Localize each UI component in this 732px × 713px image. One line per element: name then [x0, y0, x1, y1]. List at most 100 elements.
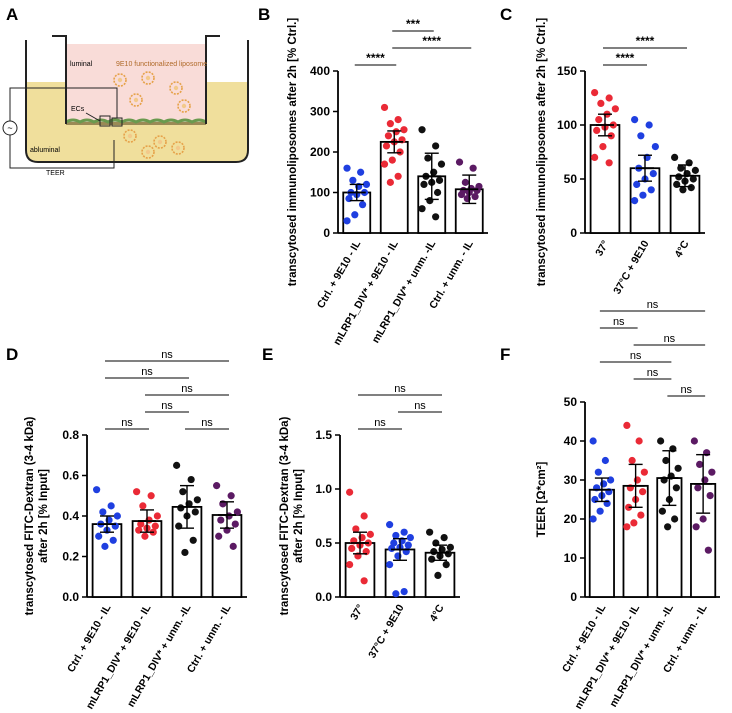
data-point	[433, 188, 442, 197]
data-point	[633, 180, 641, 188]
liposome-ring	[141, 71, 155, 85]
chart-b: 0 100 200 300 400 transcytosed immunoliposome…	[287, 17, 488, 347]
data-point	[191, 508, 199, 516]
data-point	[605, 94, 613, 102]
x-tick-label: mLRP1_DIV* + unm. -IL	[607, 602, 676, 709]
data-point	[471, 192, 479, 201]
data-point	[400, 126, 408, 134]
data-point	[113, 512, 121, 520]
chart-d: 0.0 0.2 0.4 0.6 0.8 transcytosed FITC-Dextran…	[24, 349, 247, 711]
data-point	[469, 164, 477, 172]
y-axis-title: transcytosed FITC-Dextran (3-4 kDa)	[279, 416, 291, 615]
data-point	[689, 175, 697, 183]
significance-label: ns	[630, 350, 642, 362]
liposome-ring	[171, 141, 185, 155]
y-tick-label: 50	[564, 395, 578, 409]
data-point	[639, 191, 647, 199]
data-point	[591, 153, 599, 161]
data-point	[141, 532, 149, 540]
data-point	[394, 172, 402, 180]
liposome-core	[173, 85, 179, 91]
data-point	[633, 476, 641, 484]
significance-label: ***	[406, 17, 420, 31]
y-axis-title-line2: after 2h [% Input]	[293, 469, 305, 563]
data-point	[432, 142, 440, 150]
data-point	[435, 176, 444, 184]
data-point	[177, 504, 185, 512]
data-point	[595, 116, 603, 124]
data-point	[380, 160, 389, 168]
data-point	[440, 534, 448, 542]
data-point	[95, 532, 103, 540]
y-tick-label: 30	[564, 473, 578, 487]
significance-label: ns	[647, 367, 659, 379]
data-point	[605, 159, 613, 167]
data-point	[611, 105, 619, 113]
data-point	[396, 148, 404, 156]
data-point	[173, 461, 181, 469]
x-tick-label: mLRP1_DIV* + 9E10 - IL	[331, 238, 401, 347]
data-point	[473, 186, 481, 195]
liposome-core	[145, 75, 151, 81]
y-tick-label: 1.0	[315, 482, 332, 496]
data-point	[107, 502, 115, 510]
data-point	[351, 211, 359, 219]
y-axis-title: transcytosed FITC-Dextran (3-4 kDa)	[24, 416, 36, 615]
data-point	[457, 190, 466, 199]
luminal-label: luminal	[70, 61, 93, 68]
data-point	[384, 132, 393, 140]
data-point	[213, 482, 221, 490]
data-point	[343, 217, 351, 225]
y-tick-label: 0.8	[62, 428, 79, 442]
y-tick-label: 0.6	[62, 469, 79, 483]
liposome-ring	[169, 81, 183, 95]
y-tick-label: 50	[564, 172, 578, 186]
data-point	[217, 516, 225, 524]
significance-label: ns	[664, 333, 676, 345]
liposome-icon	[141, 71, 155, 85]
data-point	[658, 507, 666, 515]
data-point	[637, 132, 645, 140]
data-point	[694, 484, 702, 492]
liposome-label: 9E10 functionalized liposome	[116, 61, 207, 68]
y-tick-label: 0.0	[315, 590, 332, 604]
significance-label: ns	[141, 366, 153, 378]
data-point	[404, 541, 412, 549]
data-point	[645, 121, 653, 129]
data-point	[400, 588, 408, 596]
outer-well	[25, 40, 249, 163]
liposome-icon	[113, 73, 127, 87]
liposome-icon	[171, 141, 185, 155]
data-point	[392, 531, 400, 540]
panel-letter-d: D	[6, 345, 18, 364]
data-point	[179, 488, 187, 496]
significance-label: ns	[374, 417, 386, 429]
data-point	[600, 480, 608, 488]
data-point	[631, 116, 639, 124]
y-tick-label: 0.2	[62, 550, 79, 564]
liposome-core	[127, 133, 133, 139]
data-point	[109, 536, 117, 544]
x-tick-label: mLRP1_DIV* + 9E10 - IL	[572, 602, 642, 711]
data-point	[601, 456, 609, 465]
data-point	[101, 542, 109, 550]
data-point	[418, 126, 426, 134]
significance-label: ns	[613, 316, 625, 328]
luminal-compartment	[66, 44, 206, 124]
y-tick-label: 0.0	[62, 590, 79, 604]
data-point	[674, 464, 682, 472]
data-point	[366, 530, 374, 538]
data-point	[358, 201, 367, 209]
data-point	[406, 534, 414, 542]
liposome-ring	[123, 129, 137, 143]
data-point	[631, 197, 639, 205]
data-point	[386, 120, 394, 128]
data-point	[589, 515, 597, 523]
y-tick-label: 0.5	[315, 536, 332, 550]
data-point	[442, 561, 450, 569]
x-tick-label: 37°C + 9E10	[611, 238, 651, 296]
bar	[589, 124, 621, 234]
data-point	[591, 89, 599, 97]
